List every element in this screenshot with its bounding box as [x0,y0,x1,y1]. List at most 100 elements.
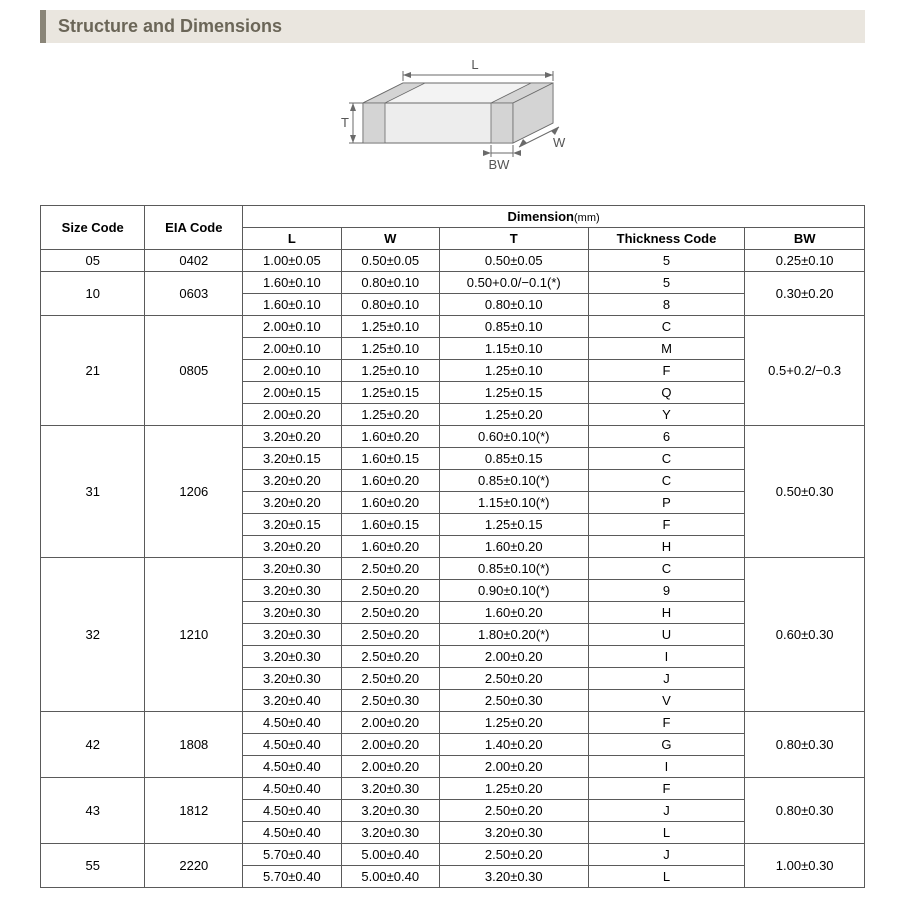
cell-T: 3.20±0.30 [439,866,588,888]
cell-eia-code: 1210 [145,558,243,712]
col-W: W [341,228,439,250]
col-BW: BW [745,228,865,250]
cell-tc: M [588,338,745,360]
cell-T: 1.80±0.20(*) [439,624,588,646]
col-thickness-code: Thickness Code [588,228,745,250]
cell-L: 3.20±0.20 [243,426,341,448]
cell-size-code: 32 [41,558,145,712]
cell-bw: 0.50±0.30 [745,426,865,558]
cell-T: 0.85±0.10(*) [439,470,588,492]
cell-T: 2.50±0.20 [439,844,588,866]
cell-W: 2.00±0.20 [341,712,439,734]
cell-L: 3.20±0.15 [243,514,341,536]
cell-L: 4.50±0.40 [243,734,341,756]
cell-tc: H [588,536,745,558]
cell-eia-code: 0603 [145,272,243,316]
table-row: 2108052.00±0.101.25±0.100.85±0.10C0.5+0.… [41,316,865,338]
cell-T: 1.25±0.15 [439,514,588,536]
cell-L: 2.00±0.15 [243,382,341,404]
cell-W: 2.50±0.20 [341,668,439,690]
cell-W: 1.25±0.15 [341,382,439,404]
cell-T: 1.25±0.20 [439,778,588,800]
cell-T: 0.60±0.10(*) [439,426,588,448]
cell-L: 4.50±0.40 [243,756,341,778]
cell-tc: J [588,668,745,690]
cell-tc: J [588,800,745,822]
table-row: 4318124.50±0.403.20±0.301.25±0.20F0.80±0… [41,778,865,800]
cell-tc: H [588,602,745,624]
cell-W: 0.50±0.05 [341,250,439,272]
cell-tc: V [588,690,745,712]
cell-size-code: 21 [41,316,145,426]
cell-T: 1.60±0.20 [439,536,588,558]
cell-tc: P [588,492,745,514]
cell-tc: C [588,448,745,470]
cell-L: 5.70±0.40 [243,844,341,866]
label-T: T [341,115,349,130]
cell-T: 2.50±0.20 [439,800,588,822]
cell-size-code: 43 [41,778,145,844]
cell-eia-code: 1808 [145,712,243,778]
cell-tc: 6 [588,426,745,448]
cell-tc: G [588,734,745,756]
cell-L: 2.00±0.10 [243,360,341,382]
cell-bw: 0.30±0.20 [745,272,865,316]
cell-L: 2.00±0.20 [243,404,341,426]
cell-W: 3.20±0.30 [341,822,439,844]
cell-T: 2.00±0.20 [439,756,588,778]
col-L: L [243,228,341,250]
cell-size-code: 10 [41,272,145,316]
dimensions-table: Size Code EIA Code Dimension(mm) L W T T… [40,205,865,888]
cell-tc: C [588,470,745,492]
cell-tc: 5 [588,250,745,272]
cell-tc: I [588,756,745,778]
cell-T: 1.40±0.20 [439,734,588,756]
label-L: L [471,57,478,72]
cell-T: 1.25±0.15 [439,382,588,404]
label-BW: BW [488,157,510,172]
table-row: 5522205.70±0.405.00±0.402.50±0.20J1.00±0… [41,844,865,866]
cell-W: 1.60±0.20 [341,426,439,448]
cell-bw: 0.80±0.30 [745,712,865,778]
cell-L: 2.00±0.10 [243,338,341,360]
cell-W: 1.60±0.15 [341,448,439,470]
cell-T: 0.85±0.10 [439,316,588,338]
cell-W: 1.60±0.20 [341,492,439,514]
cell-L: 3.20±0.30 [243,580,341,602]
cell-W: 5.00±0.40 [341,844,439,866]
cell-W: 5.00±0.40 [341,866,439,888]
cell-tc: F [588,514,745,536]
cell-size-code: 42 [41,712,145,778]
col-size-code: Size Code [41,206,145,250]
table-row: 0504021.00±0.050.50±0.050.50±0.0550.25±0… [41,250,865,272]
cell-L: 3.20±0.30 [243,558,341,580]
cell-tc: Y [588,404,745,426]
col-T: T [439,228,588,250]
cell-bw: 0.25±0.10 [745,250,865,272]
cell-L: 1.00±0.05 [243,250,341,272]
cell-eia-code: 1206 [145,426,243,558]
cell-T: 2.50±0.20 [439,668,588,690]
cell-W: 2.00±0.20 [341,756,439,778]
cell-T: 0.50+0.0/−0.1(*) [439,272,588,294]
cell-L: 4.50±0.40 [243,800,341,822]
cell-T: 3.20±0.30 [439,822,588,844]
cell-tc: 9 [588,580,745,602]
cell-size-code: 55 [41,844,145,888]
cell-tc: C [588,558,745,580]
cell-T: 1.15±0.10(*) [439,492,588,514]
section-title: Structure and Dimensions [40,10,865,43]
cell-L: 3.20±0.30 [243,646,341,668]
cell-W: 2.50±0.20 [341,580,439,602]
cell-tc: J [588,844,745,866]
cell-L: 4.50±0.40 [243,778,341,800]
cell-tc: 5 [588,272,745,294]
cell-L: 5.70±0.40 [243,866,341,888]
cell-eia-code: 0805 [145,316,243,426]
cell-L: 4.50±0.40 [243,712,341,734]
cell-L: 3.20±0.15 [243,448,341,470]
cell-eia-code: 2220 [145,844,243,888]
label-W: W [553,135,566,150]
cell-W: 1.25±0.10 [341,338,439,360]
cell-L: 3.20±0.20 [243,470,341,492]
